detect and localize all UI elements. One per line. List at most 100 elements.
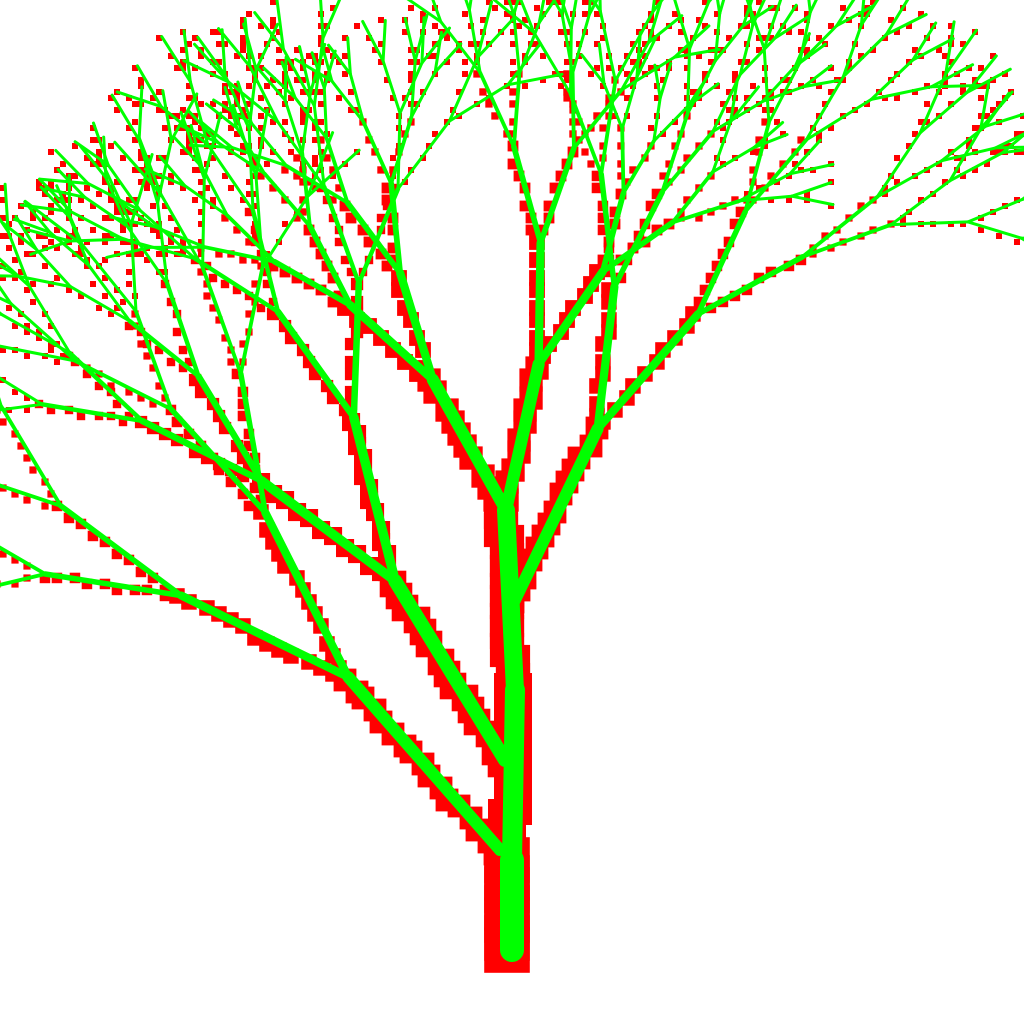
branch (86, 182, 142, 212)
shadow-block (594, 65, 600, 71)
shadow-block (654, 95, 660, 101)
branch (433, 42, 463, 74)
shadow-block (591, 182, 603, 194)
shadow-block (342, 53, 348, 59)
green-branch-layer (0, 0, 1024, 962)
shadow-block (377, 166, 385, 174)
shadow-block (126, 197, 132, 203)
shadow-block (114, 179, 120, 185)
shadow-block (767, 172, 775, 180)
shadow-block (504, 0, 510, 5)
shadow-block (522, 83, 528, 89)
branch (621, 139, 656, 195)
shadow-block (270, 77, 276, 83)
branch (965, 54, 998, 95)
branch (248, 64, 280, 124)
shadow-block (41, 502, 49, 510)
shadow-block (702, 23, 708, 29)
shadow-block (705, 272, 717, 284)
shadow-block (12, 323, 18, 329)
shadow-block (591, 266, 603, 278)
shadow-block (804, 191, 810, 197)
branch (752, 133, 789, 150)
shadow-block (126, 125, 132, 131)
shadow-block (708, 59, 714, 65)
shadow-block (46, 405, 56, 415)
branch (118, 200, 156, 228)
branch (800, 222, 894, 259)
shadow-block (90, 203, 96, 209)
shadow-block (762, 35, 768, 41)
shadow-block (192, 167, 198, 173)
shadow-block (894, 179, 900, 185)
branch (346, 300, 438, 384)
branch (0, 285, 13, 305)
branch (1, 221, 38, 251)
shadow-block (282, 119, 288, 125)
shadow-block (276, 47, 282, 53)
shadow-block (240, 35, 246, 41)
branch (300, 91, 312, 155)
shadow-block (564, 59, 570, 65)
shadow-block (60, 353, 66, 359)
shadow-block (729, 218, 741, 230)
shadow-block (597, 212, 609, 224)
branch (841, 23, 863, 79)
branch (532, 30, 572, 96)
shadow-block (268, 309, 278, 319)
shadow-block (208, 273, 218, 283)
branch (613, 10, 655, 83)
shadow-block (816, 83, 822, 89)
branch (179, 110, 206, 181)
branch (238, 264, 265, 376)
shadow-block (143, 352, 151, 360)
shadow-block (756, 185, 762, 191)
branch (0, 483, 63, 508)
branch (253, 11, 285, 51)
shadow-block (0, 275, 6, 281)
shadow-block (0, 418, 7, 426)
shadow-block (84, 185, 90, 191)
shadow-block (269, 184, 277, 192)
branch (139, 417, 265, 484)
branch (695, 209, 748, 317)
shadow-block (900, 215, 906, 221)
shadow-block (291, 272, 303, 284)
shadow-block (588, 71, 594, 77)
shadow-block (36, 185, 42, 191)
shadow-block (107, 382, 115, 390)
shadow-block (204, 185, 210, 191)
shadow-block (558, 83, 564, 89)
shadow-block (623, 178, 631, 186)
shadow-block (894, 95, 900, 101)
shadow-block (234, 83, 240, 89)
shadow-block (228, 125, 234, 131)
branch (804, 97, 873, 142)
shadow-block (293, 172, 301, 180)
shadow-block (90, 227, 96, 233)
branch (716, 0, 722, 16)
branch (281, 47, 316, 108)
shadow-block (336, 95, 342, 101)
shadow-block (147, 572, 159, 584)
branch (569, 0, 578, 30)
shadow-block (114, 209, 120, 215)
shadow-block (384, 77, 390, 83)
shadow-block (870, 47, 876, 53)
shadow-block (378, 41, 384, 47)
shadow-block (804, 47, 810, 53)
shadow-block (114, 107, 120, 113)
shadow-block (534, 5, 540, 11)
branch (283, 98, 304, 155)
shadow-block (94, 381, 104, 391)
shadow-block (245, 238, 253, 246)
shadow-block (624, 71, 630, 77)
shadow-block (768, 35, 774, 41)
shadow-block (575, 118, 583, 126)
branch (651, 0, 656, 14)
branch (802, 79, 840, 89)
shadow-block (327, 272, 339, 284)
shadow-block (144, 179, 150, 185)
shadow-block (858, 53, 864, 59)
shadow-block (996, 101, 1002, 107)
